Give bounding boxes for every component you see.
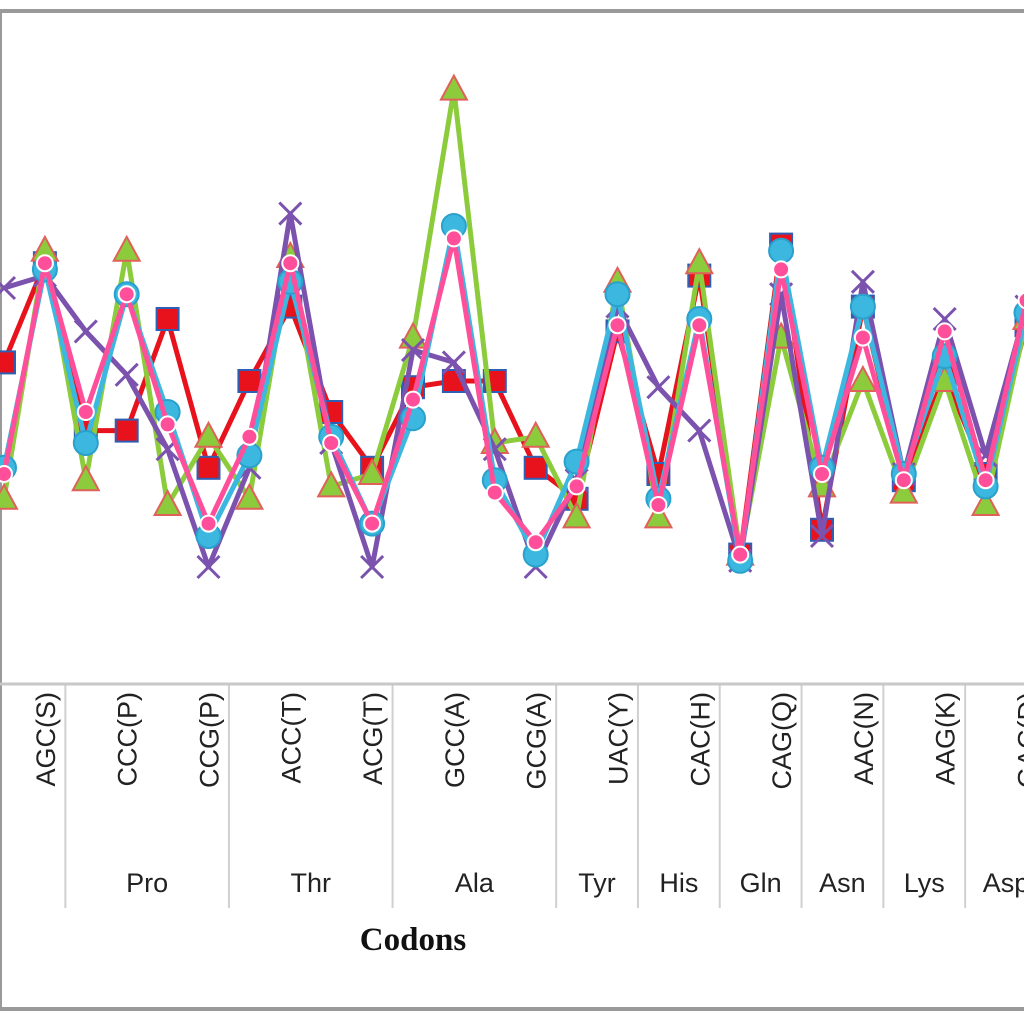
series-4-point-12 [485, 483, 504, 502]
series-2-point-20 [809, 523, 835, 549]
series-0-point-0 [0, 350, 16, 375]
series-4-point-11 [444, 229, 463, 248]
category-separators [64, 684, 967, 908]
series-4-point-18 [731, 545, 750, 564]
series-0-point-4 [155, 307, 180, 331]
x-tick-label-25: GAC(D) [1013, 692, 1024, 788]
series-3-point-19 [768, 237, 795, 264]
x-tick-label-3: CCC(P) [113, 692, 143, 787]
series-1-point-0 [0, 482, 19, 510]
x-tick-label-1: AGC(S) [31, 692, 61, 787]
x-tick-label-9: ACG(T) [358, 692, 388, 785]
series-4-point-1 [35, 254, 54, 273]
series-1-point-13 [521, 420, 551, 448]
series-4-point-3 [117, 285, 136, 304]
series-4-point-16 [649, 496, 668, 514]
series-4-point-20 [813, 465, 831, 483]
group-label-8: Asp [983, 868, 1024, 898]
series-3-point-15 [604, 281, 631, 308]
series-1-point-2 [71, 464, 101, 492]
series-4-point-22 [894, 471, 913, 490]
x-tick-label-11: GCC(A) [440, 692, 470, 788]
series-layer [0, 73, 1024, 580]
series-1-point-16 [643, 501, 674, 529]
amino-acid-group-labels: Pro Thr Ala Tyr His Gln Asn Lys Asp [126, 868, 1024, 898]
x-tick-label-17: CAC(H) [685, 692, 715, 787]
series-2-point-10 [400, 337, 426, 363]
series-4-point-14 [567, 477, 586, 496]
series-4-point-23 [935, 322, 954, 341]
series-4-point-24 [976, 471, 995, 490]
series-4-point-15 [608, 316, 627, 335]
series-1-point-24 [970, 488, 1001, 516]
x-tick-labels: AGC(S) CCC(P) CCG(P) ACC(T) ACG(T) GCC(A) GCG(… [31, 692, 1024, 790]
series-4-point-17 [690, 316, 709, 335]
series-1-point-5 [193, 420, 224, 448]
series-4-point-21 [853, 328, 872, 347]
series-2-point-11 [441, 350, 466, 375]
group-label-5: Gln [740, 868, 782, 898]
series-0-point-13 [523, 455, 548, 480]
series-4-point-19 [772, 260, 791, 279]
series-4-point-9 [363, 514, 382, 533]
series-4-point-6 [240, 427, 259, 446]
x-axis-title: Codons [360, 922, 467, 958]
series-4-point-10 [404, 390, 422, 409]
series-0-point-6 [237, 369, 262, 393]
series-1-line [1, 87, 1024, 558]
series-4-point-25 [1017, 291, 1024, 310]
group-label-7: Lys [904, 868, 945, 898]
series-2-point-9 [360, 554, 385, 580]
series-1-point-11 [439, 73, 469, 101]
series-1-point-22 [889, 476, 919, 504]
group-label-4: His [659, 868, 698, 898]
series-2-point-5 [196, 554, 221, 580]
series-1-point-14 [561, 501, 592, 529]
series-1-point-21 [848, 364, 878, 392]
series-4-point-0 [0, 465, 13, 483]
x-tick-label-7: ACC(T) [276, 692, 306, 783]
series-2-point-2 [73, 319, 98, 344]
series-2-point-17 [687, 418, 712, 443]
group-label-0: Pro [126, 868, 168, 898]
series-4-point-13 [526, 533, 545, 552]
group-label-1: Thr [291, 868, 332, 898]
series-0-line [1, 242, 1024, 558]
series-1-point-8 [316, 470, 346, 498]
x-tick-label-13: GCG(A) [522, 692, 552, 790]
series-4 [0, 229, 1024, 564]
series-2-point-21 [850, 269, 875, 294]
group-label-3: Tyr [578, 868, 616, 898]
x-tick-label-19: CAG(Q) [767, 692, 797, 790]
series-1-point-3 [112, 234, 142, 262]
series-1-point-9 [357, 457, 387, 485]
series-3-point-2 [72, 430, 99, 456]
series-4-point-7 [281, 254, 300, 273]
x-tick-label-5: CCG(P) [195, 692, 225, 788]
series-2-point-7 [278, 201, 303, 226]
series-2-point-16 [646, 375, 671, 400]
series-4-point-5 [199, 514, 218, 533]
series-0-point-5 [196, 455, 221, 480]
series-1-point-6 [234, 482, 265, 510]
x-tick-label-21: AAC(N) [849, 692, 879, 785]
series-3-point-21 [849, 293, 876, 320]
series-4-point-8 [322, 434, 341, 452]
x-tick-label-23: AAG(K) [931, 692, 961, 785]
series-0-point-3 [114, 418, 139, 443]
x-tick-label-15: UAC(Y) [604, 692, 634, 785]
series-1-point-4 [152, 488, 183, 516]
series-2-point-0 [0, 275, 17, 301]
series-4-point-2 [76, 403, 95, 421]
series-4-point-4 [158, 415, 177, 434]
series-1-point-17 [684, 247, 714, 275]
series-4-line [1, 235, 1024, 558]
group-label-6: Asn [819, 868, 866, 898]
group-label-2: Ala [455, 868, 495, 898]
series-2-point-3 [114, 362, 139, 387]
